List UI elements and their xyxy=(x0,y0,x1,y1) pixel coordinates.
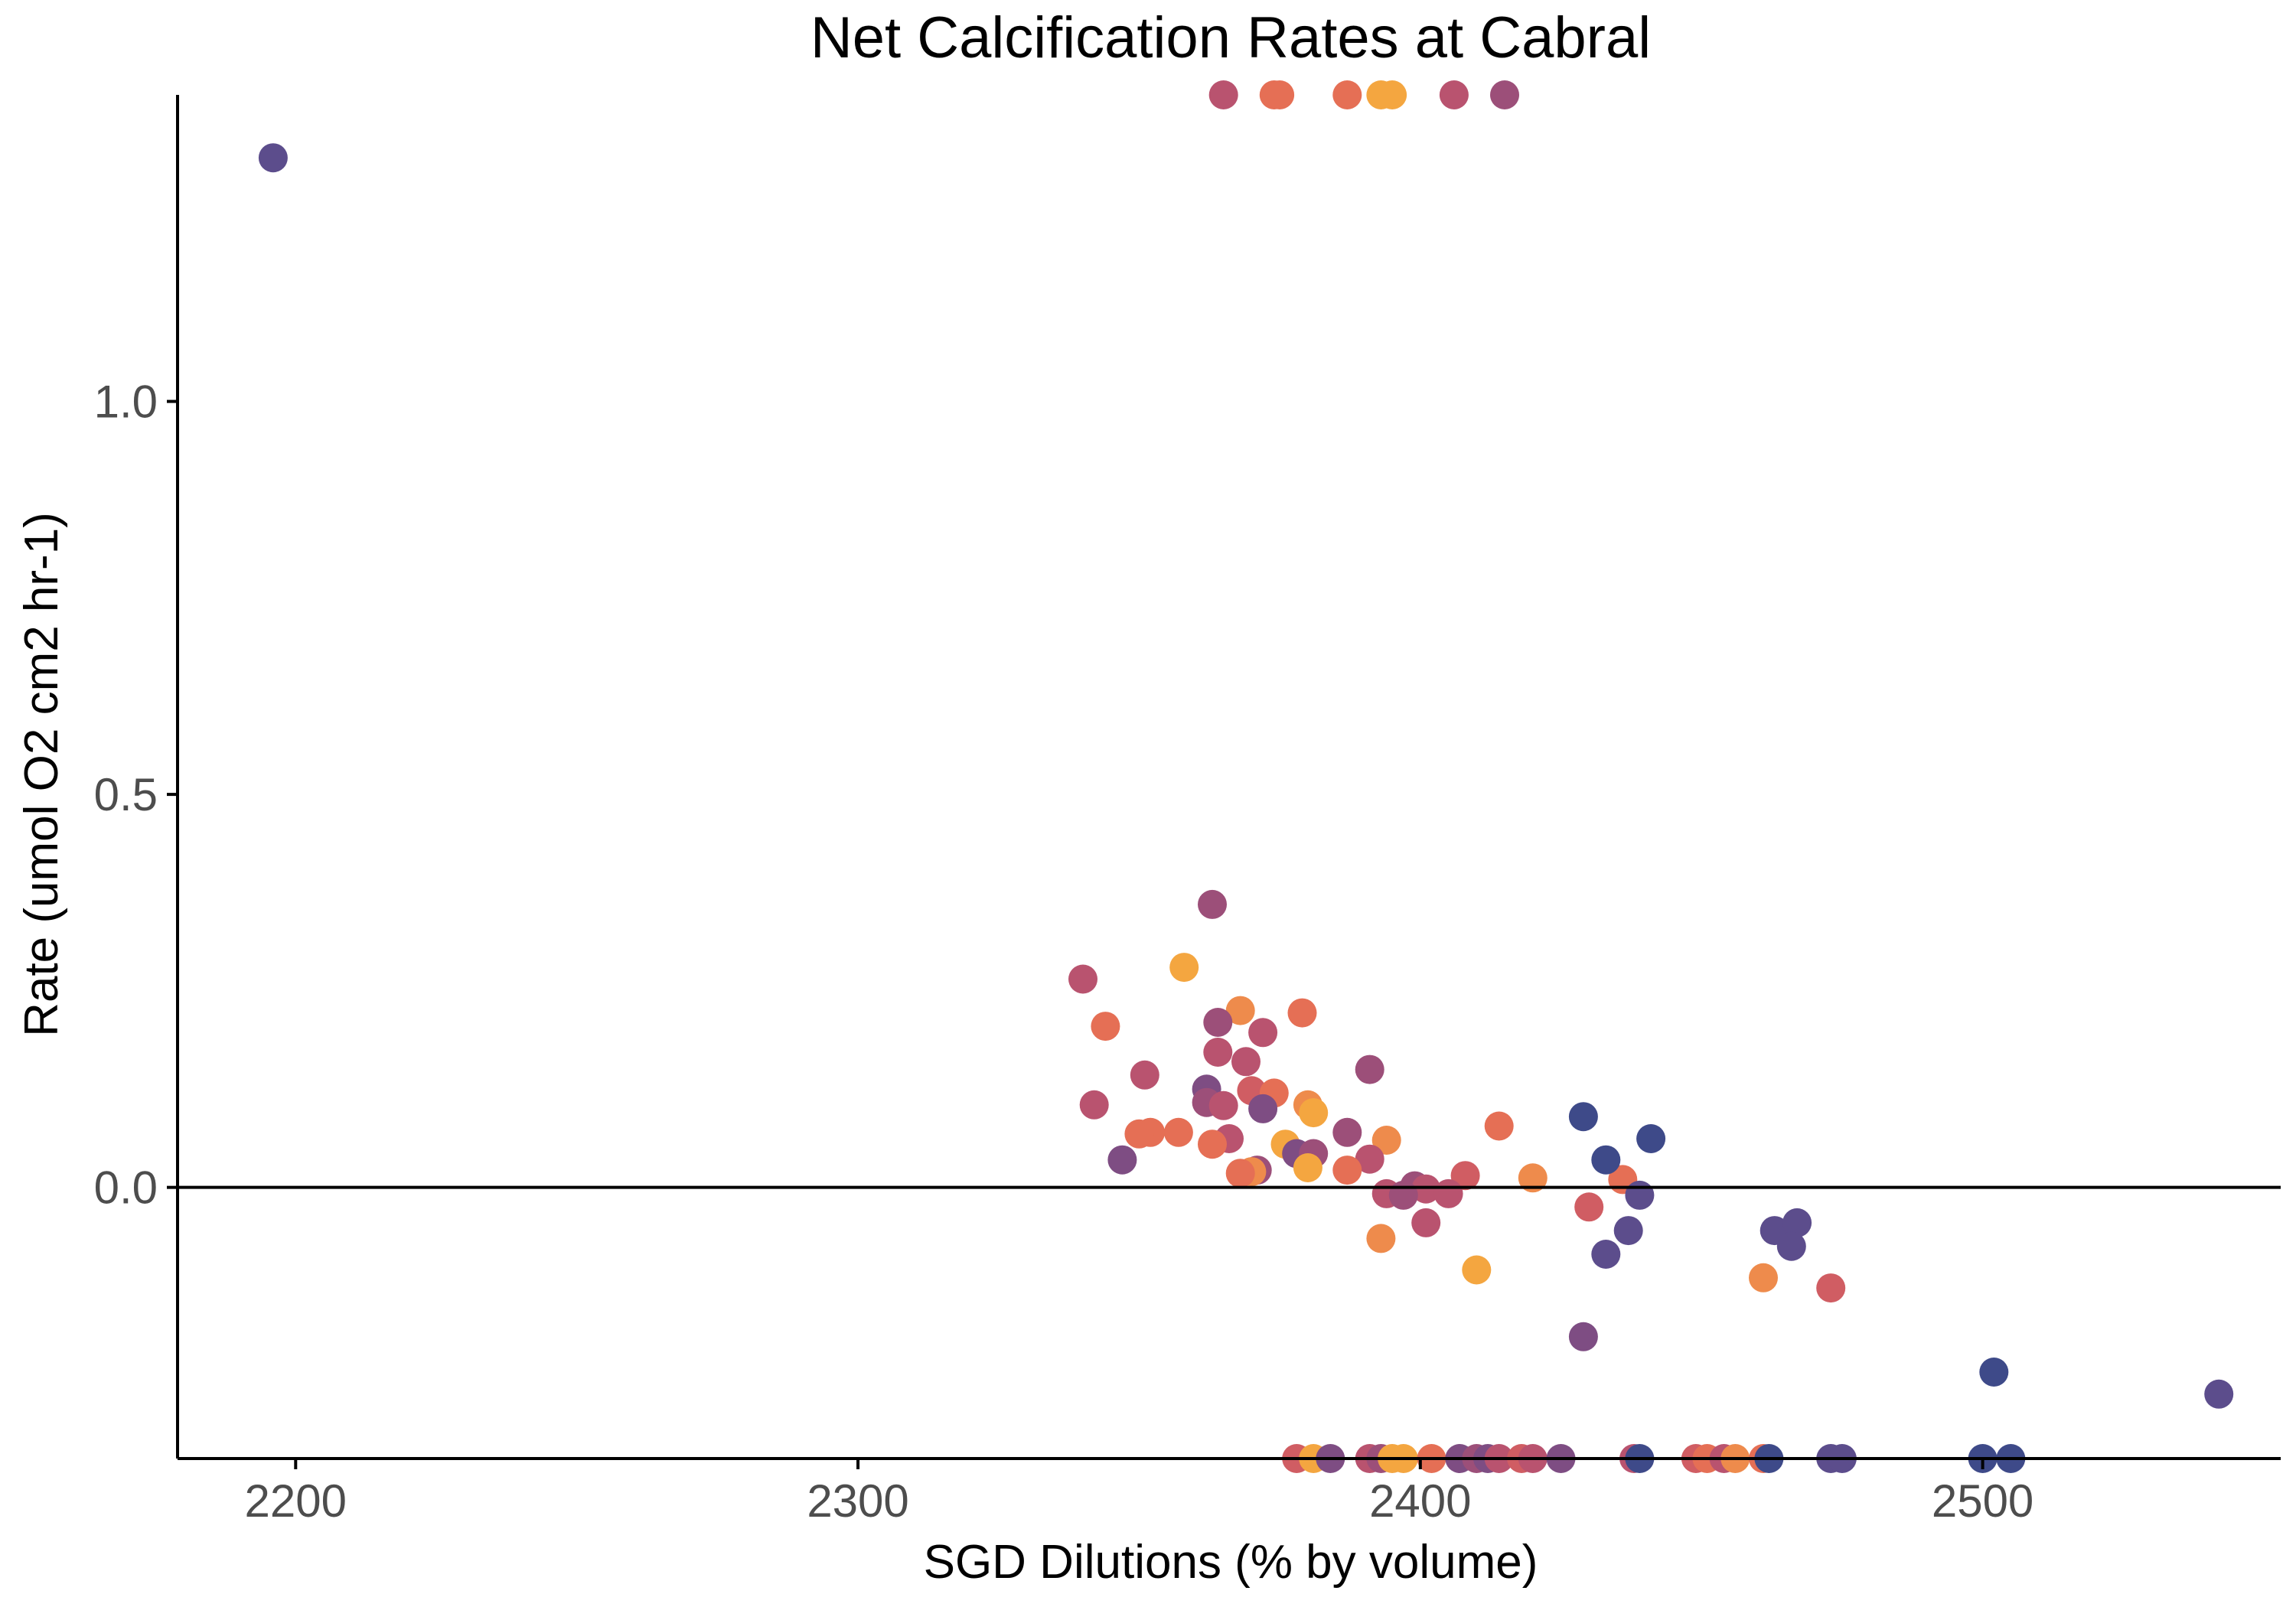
data-point-18 xyxy=(1203,1038,1233,1067)
data-point-59 xyxy=(1636,1124,1666,1153)
data-point-69 xyxy=(1776,1231,1806,1261)
data-point-14 xyxy=(1225,996,1255,1025)
x-axis-ticks: 2200 2300 2400 2500 xyxy=(245,1459,2033,1527)
y-tick-label-0.0: 0.0 xyxy=(94,1162,158,1214)
data-point-8 xyxy=(1439,80,1469,109)
data-point-66 xyxy=(1462,1255,1492,1285)
data-point-38 xyxy=(1371,1126,1401,1155)
data-point-33 xyxy=(1163,1117,1193,1147)
data-points xyxy=(258,80,2234,1473)
data-point-70 xyxy=(1749,1263,1778,1292)
data-point-17 xyxy=(1248,1018,1278,1048)
data-point-20 xyxy=(1130,1060,1159,1090)
data-point-61 xyxy=(1574,1192,1604,1222)
data-point-35 xyxy=(1198,1129,1227,1159)
data-point-13 xyxy=(1091,1012,1120,1041)
data-point-4 xyxy=(1265,80,1295,109)
data-point-43 xyxy=(1355,1144,1384,1174)
x-tick-label-2400: 2400 xyxy=(1369,1475,1471,1527)
x-tick-label-2200: 2200 xyxy=(245,1475,347,1527)
data-point-47 xyxy=(1293,1153,1322,1182)
data-point-65 xyxy=(1591,1240,1621,1269)
data-point-11 xyxy=(1169,953,1199,983)
data-point-16 xyxy=(1203,1008,1233,1037)
y-tick-label-1.0: 1.0 xyxy=(94,376,158,428)
data-point-5 xyxy=(1332,80,1362,109)
data-point-48 xyxy=(1332,1156,1362,1185)
y-axis-ticks: 0.0 0.5 1.0 xyxy=(94,376,178,1214)
data-point-55 xyxy=(1433,1178,1463,1208)
data-point-12 xyxy=(1068,964,1097,994)
data-point-21 xyxy=(1355,1054,1384,1084)
data-point-57 xyxy=(1568,1102,1598,1132)
data-point-46 xyxy=(1225,1159,1255,1188)
y-axis-title: Rate (umol O2 cm2 hr-1) xyxy=(15,512,68,1037)
data-point-52 xyxy=(1411,1174,1441,1204)
data-point-27 xyxy=(1208,1090,1238,1120)
data-point-9 xyxy=(1490,80,1519,109)
x-tick-label-2500: 2500 xyxy=(1932,1475,2033,1527)
data-point-39 xyxy=(1484,1111,1514,1141)
data-point-10 xyxy=(1198,889,1227,919)
data-point-58 xyxy=(1591,1145,1621,1175)
data-point-32 xyxy=(1124,1119,1154,1149)
data-point-15 xyxy=(1287,998,1317,1028)
data-point-2 xyxy=(1208,80,1238,109)
data-point-54 xyxy=(1388,1180,1418,1210)
data-point-19 xyxy=(1231,1047,1261,1077)
data-point-63 xyxy=(1613,1216,1643,1246)
chart-title: Net Calcification Rates at Cabral xyxy=(810,5,1651,70)
data-point-1 xyxy=(258,143,288,173)
data-point-7 xyxy=(1378,80,1407,109)
data-point-60 xyxy=(1625,1180,1655,1210)
data-point-73 xyxy=(1979,1358,2009,1387)
data-point-37 xyxy=(1332,1117,1362,1147)
data-point-30 xyxy=(1299,1098,1329,1128)
data-point-68 xyxy=(1782,1208,1812,1237)
data-point-64 xyxy=(1366,1224,1396,1253)
x-axis-title: SGD Dilutions (% by volume) xyxy=(924,1536,1538,1589)
x-tick-label-2300: 2300 xyxy=(807,1475,908,1527)
data-point-28 xyxy=(1248,1094,1278,1123)
data-point-71 xyxy=(1816,1273,1846,1303)
data-point-62 xyxy=(1411,1208,1441,1237)
data-point-26 xyxy=(1079,1090,1109,1120)
data-point-40 xyxy=(1107,1145,1137,1175)
data-point-74 xyxy=(2204,1379,2234,1409)
y-tick-label-0.5: 0.5 xyxy=(94,769,158,820)
data-point-72 xyxy=(1568,1322,1598,1351)
data-point-50 xyxy=(1518,1163,1548,1193)
